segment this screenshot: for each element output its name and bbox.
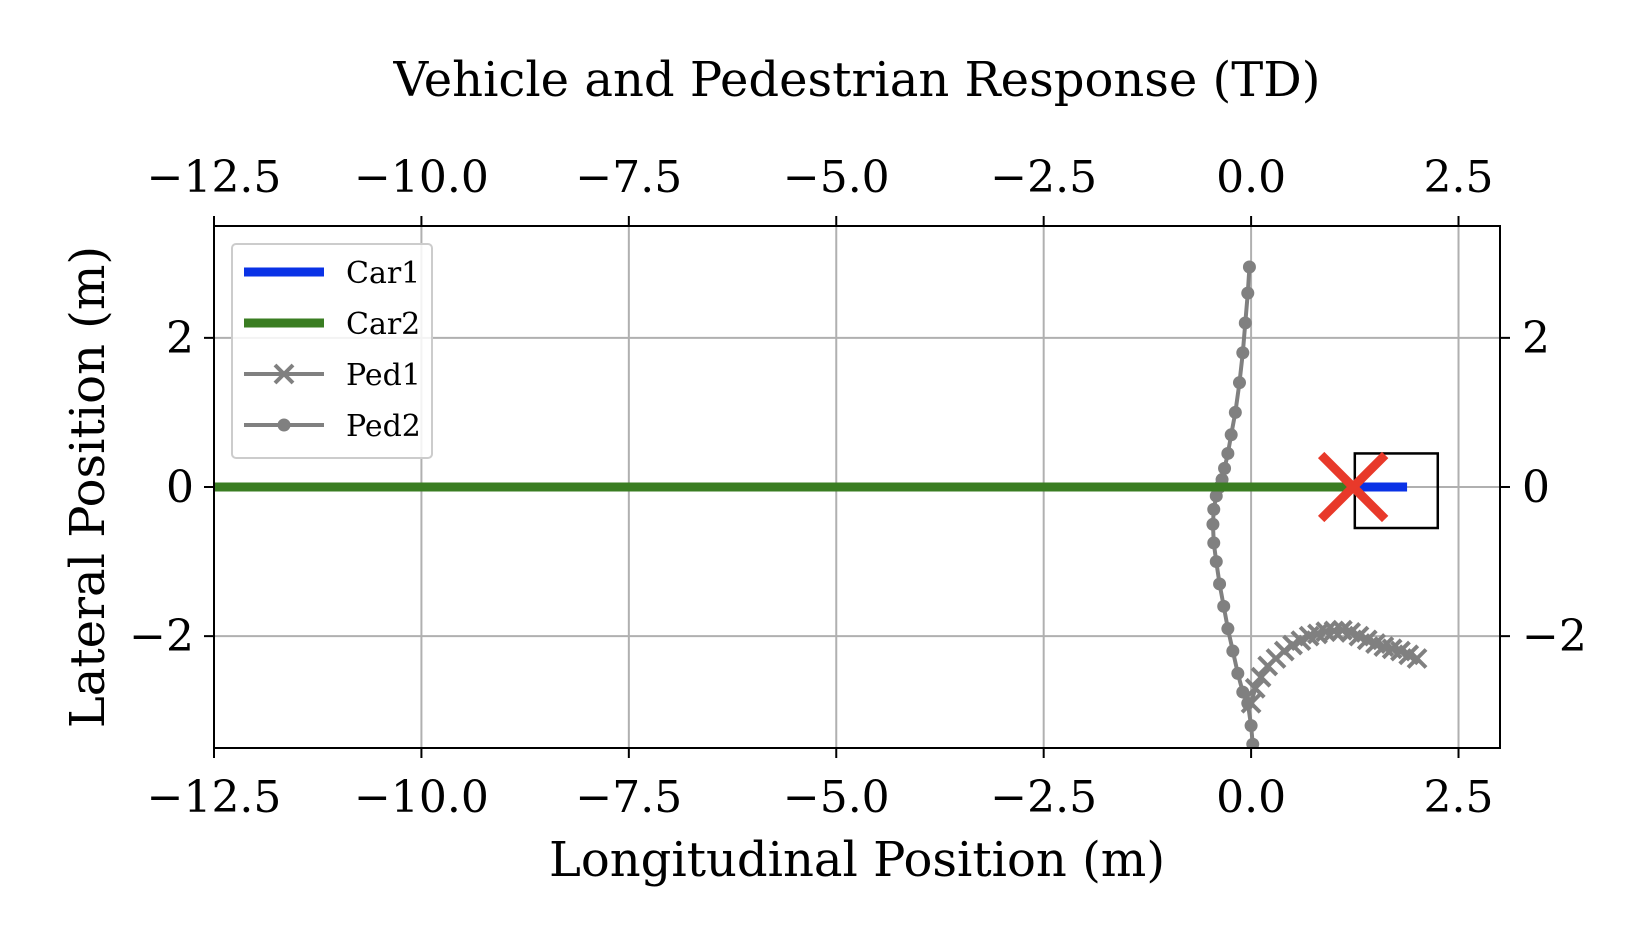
ped2-point: [1221, 622, 1235, 636]
legend-label: Ped1: [346, 358, 421, 393]
tick-layer: −12.5 −12.5 −10.0 −10.0 −7.5 −7.5 −5.0 −5.0 −2.5…: [129, 152, 1587, 823]
ped1-point-stroke: [1406, 648, 1428, 669]
legend-marker: [273, 363, 295, 385]
ped1-point: [1406, 648, 1428, 669]
legend-entry: Ped1: [244, 358, 421, 393]
y-tick-label-right: 0: [1522, 462, 1550, 513]
y-tick-label-right: −2: [1522, 611, 1587, 662]
ped2-point: [1246, 737, 1260, 748]
y-axis-label: Lateral Position (m): [60, 246, 116, 728]
ped2-point: [1207, 536, 1221, 550]
x-tick-label-top: −12.5: [147, 152, 282, 203]
x-tick-label-bottom: −10.0: [354, 772, 489, 823]
overlay-layer: [1317, 451, 1440, 530]
legend-label: Ped2: [346, 409, 421, 444]
ped1-point: [1250, 666, 1272, 688]
ped2-point: [1221, 446, 1235, 460]
x-tick-label-bottom: −7.5: [575, 772, 682, 823]
ped1-point-stroke: [1240, 692, 1262, 714]
ped1-point-stroke: [1323, 620, 1345, 642]
ped2-point: [1209, 555, 1223, 569]
y-tick-label-left: 0: [166, 462, 194, 513]
x-tick-label-top: 0.0: [1216, 152, 1286, 203]
legend-label: Car1: [346, 256, 420, 291]
y-tick-label-right: 2: [1522, 313, 1550, 364]
collision-marker-stroke: [1317, 451, 1389, 523]
ped1-point: [1323, 620, 1345, 642]
ped2-point: [1217, 599, 1231, 613]
x-tick-label-top: −7.5: [575, 152, 682, 203]
ped2-point: [1206, 517, 1220, 531]
ped1-point-stroke: [1331, 619, 1353, 641]
ped2-point: [1207, 502, 1221, 516]
collision-marker: [1317, 451, 1389, 523]
x-tick-label-top: −2.5: [990, 152, 1097, 203]
ped2-point: [1244, 719, 1258, 733]
ped1-point-stroke: [1373, 636, 1395, 657]
ped2-point: [1241, 286, 1255, 300]
ped2-point: [1218, 461, 1232, 475]
ped1-point-stroke: [1348, 625, 1370, 647]
legend-label: Car2: [346, 307, 420, 342]
x-tick-label-bottom: −5.0: [783, 772, 890, 823]
ped1-point-stroke: [1315, 621, 1337, 643]
legend-marker: [277, 418, 291, 432]
ped1-point-stroke: [1365, 633, 1386, 655]
ped1-point-stroke: [1381, 638, 1403, 660]
legend-entry: Car2: [244, 307, 420, 342]
ped2-point: [1213, 577, 1227, 591]
ped2-point: [1242, 260, 1256, 274]
x-tick-label-bottom: 2.5: [1424, 772, 1494, 823]
x-tick-label-top: −10.0: [354, 152, 489, 203]
ped1-point: [1240, 692, 1262, 714]
y-tick-label-left: −2: [129, 611, 194, 662]
x-tick-label-bottom: 0.0: [1216, 772, 1286, 823]
x-tick-label-top: −5.0: [783, 152, 890, 203]
ped1-point-stroke: [1356, 629, 1378, 651]
y-tick-label-left: 2: [166, 313, 194, 364]
ped2-point: [1232, 376, 1246, 390]
ped1-point: [1244, 677, 1266, 699]
ped1-point-stroke: [1390, 640, 1411, 662]
x-tick-label-top: 2.5: [1424, 152, 1494, 203]
legend-entry: Car1: [244, 256, 420, 291]
series-layer: [214, 260, 1428, 748]
ped2-point: [1236, 346, 1250, 360]
ped1-point-stroke: [1340, 622, 1362, 643]
ped2-point: [1209, 489, 1223, 503]
legend-entry: Ped2: [244, 409, 421, 444]
ped2-point: [1238, 316, 1252, 330]
legend-frame: [231, 243, 433, 459]
ped2-point: [1226, 644, 1240, 658]
chart-title: Vehicle and Pedestrian Response (TD): [393, 52, 1321, 108]
x-axis-label: Longitudinal Position (m): [549, 832, 1165, 888]
ped1-point-stroke: [1250, 666, 1272, 688]
ped1-point-stroke: [1398, 644, 1420, 666]
ped2-point: [1228, 405, 1242, 419]
x-tick-label-bottom: −12.5: [147, 772, 282, 823]
ped2-point: [1224, 428, 1238, 442]
x-tick-label-bottom: −2.5: [990, 772, 1097, 823]
ped2-point: [1231, 666, 1245, 680]
legend: Car1 Car2 Ped1 Ped2: [231, 243, 433, 459]
ped1-point: [1315, 621, 1337, 643]
ped1-point-stroke: [1244, 677, 1266, 699]
